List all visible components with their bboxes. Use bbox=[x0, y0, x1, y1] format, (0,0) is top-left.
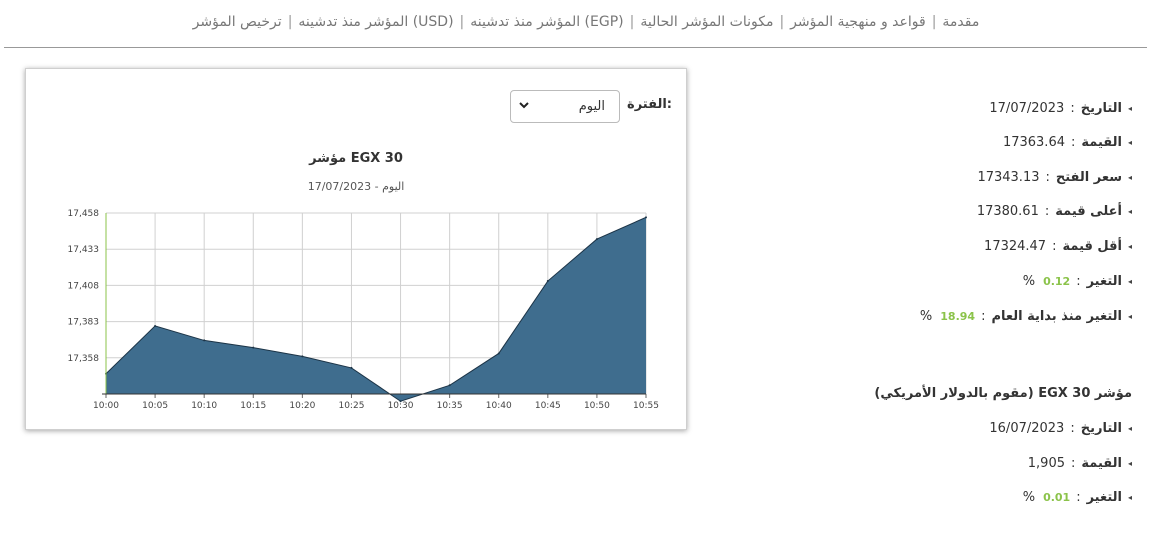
info-value-value: 17363.64 bbox=[1002, 135, 1065, 150]
info-ytd-value: 18.94 bbox=[940, 310, 976, 323]
x-tick-label: 10:35 bbox=[437, 401, 463, 411]
nav-separator: | bbox=[629, 14, 635, 30]
chart-title: مؤشر EGX 30 bbox=[309, 151, 403, 166]
chart-card: الفترة: اليوم مؤشر EGX 30 اليوم - 17/07/… bbox=[25, 68, 687, 430]
info-low: ◂ أقل قيمة : 17324.47 bbox=[984, 239, 1132, 254]
data-point bbox=[203, 339, 206, 342]
chevron-down-icon bbox=[518, 99, 530, 115]
x-tick-label: 10:30 bbox=[388, 401, 414, 411]
header-divider bbox=[4, 47, 1147, 48]
nav-current-constituents[interactable]: مكونات المؤشر الحالية bbox=[640, 14, 774, 30]
index-area-chart: 17,358 17,383 17,408 17,433 17,458 10:00 10:05… bbox=[68, 209, 659, 411]
bullet-icon: ◂ bbox=[1127, 207, 1132, 216]
x-tick-label: 10:40 bbox=[486, 401, 512, 411]
x-tick-label: 10:05 bbox=[142, 401, 168, 411]
data-point bbox=[645, 216, 647, 219]
data-point bbox=[497, 352, 500, 355]
x-tick-label: 10:15 bbox=[240, 401, 266, 411]
data-point bbox=[252, 346, 255, 349]
data-point bbox=[154, 324, 157, 327]
x-tick-label: 10:25 bbox=[338, 401, 364, 411]
nav-index-licensing[interactable]: ترخيص المؤشر bbox=[192, 14, 282, 30]
x-tick-label: 10:00 bbox=[93, 401, 119, 411]
usd-section-heading: مؤشر EGX 30 (مقوم بالدولار الأمريكي) bbox=[874, 386, 1132, 401]
x-tick-label: 10:50 bbox=[584, 401, 610, 411]
period-select[interactable]: اليوم bbox=[510, 90, 620, 123]
data-point bbox=[350, 366, 353, 369]
bullet-icon: ◂ bbox=[1127, 312, 1132, 321]
usd-change-value: 0.01 bbox=[1043, 491, 1071, 504]
series-area bbox=[106, 217, 646, 402]
data-point bbox=[399, 400, 402, 403]
y-tick-label: 17,458 bbox=[68, 209, 100, 219]
nav-separator: | bbox=[931, 14, 937, 30]
info-ytd-change: ◂ التغير منذ بداية العام : 18.94 % bbox=[919, 309, 1132, 324]
info-change-value: 0.12 bbox=[1043, 275, 1071, 288]
bullet-icon: ◂ bbox=[1127, 493, 1132, 502]
data-point bbox=[301, 355, 304, 358]
y-tick-label: 17,408 bbox=[68, 281, 100, 291]
usd-value: ◂ القيمة : 1,905 bbox=[1027, 456, 1132, 471]
x-tick-label: 10:20 bbox=[289, 401, 315, 411]
y-tick-label: 17,358 bbox=[68, 354, 100, 364]
info-change: ◂ التغير : 0.12 % bbox=[1022, 274, 1132, 289]
bullet-icon: ◂ bbox=[1127, 104, 1132, 113]
bullet-icon: ◂ bbox=[1127, 424, 1132, 433]
info-value: ◂ القيمة : 17363.64 bbox=[1002, 135, 1132, 150]
info-low-value: 17324.47 bbox=[984, 239, 1047, 254]
info-high: ◂ أعلى قيمة : 17380.61 bbox=[976, 204, 1132, 219]
data-point bbox=[546, 280, 549, 283]
info-high-value: 17380.61 bbox=[976, 204, 1039, 219]
x-tick-label: 10:55 bbox=[633, 401, 659, 411]
bullet-icon: ◂ bbox=[1127, 242, 1132, 251]
bullet-icon: ◂ bbox=[1127, 459, 1132, 468]
y-tick-label: 17,433 bbox=[68, 245, 100, 255]
chart-subtitle: اليوم - 17/07/2023 bbox=[307, 180, 405, 193]
nav-rules-methodology[interactable]: قواعد و منهجية المؤشر bbox=[790, 14, 926, 30]
info-date: ◂ التاريخ : 17/07/2023 bbox=[989, 101, 1132, 116]
top-navigation: مقدمة | قواعد و منهجية المؤشر | مكونات ا… bbox=[0, 14, 1152, 30]
usd-value-value: 1,905 bbox=[1027, 456, 1065, 471]
info-open-value: 17343.13 bbox=[977, 170, 1040, 185]
period-label: الفترة: bbox=[627, 97, 672, 112]
nav-separator: | bbox=[287, 14, 293, 30]
nav-since-inception-usd[interactable]: المؤشر منذ تدشينه (USD) bbox=[298, 14, 454, 30]
x-tick-label: 10:10 bbox=[191, 401, 217, 411]
nav-separator: | bbox=[779, 14, 785, 30]
nav-since-inception-egp[interactable]: المؤشر منذ تدشينه (EGP) bbox=[470, 14, 624, 30]
info-open: ◂ سعر الفتح : 17343.13 bbox=[977, 170, 1132, 185]
usd-change: ◂ التغير : 0.01 % bbox=[1022, 490, 1132, 505]
bullet-icon: ◂ bbox=[1127, 138, 1132, 147]
bullet-icon: ◂ bbox=[1127, 277, 1132, 286]
usd-date-value: 16/07/2023 bbox=[989, 421, 1065, 436]
data-point bbox=[595, 238, 598, 241]
bullet-icon: ◂ bbox=[1127, 173, 1132, 182]
series-line bbox=[105, 216, 647, 402]
info-date-value: 17/07/2023 bbox=[989, 101, 1065, 116]
period-selected-value: اليوم bbox=[578, 99, 605, 114]
nav-intro[interactable]: مقدمة bbox=[942, 14, 980, 30]
nav-separator: | bbox=[459, 14, 465, 30]
x-tick-label: 10:45 bbox=[535, 401, 561, 411]
usd-date: ◂ التاريخ : 16/07/2023 bbox=[989, 421, 1132, 436]
y-tick-label: 17,383 bbox=[68, 318, 100, 328]
data-point bbox=[448, 384, 451, 387]
